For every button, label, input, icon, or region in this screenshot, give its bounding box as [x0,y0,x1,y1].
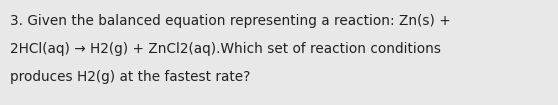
Text: 2HCl(aq) → H2(g) + ZnCl2(aq).Which set of reaction conditions: 2HCl(aq) → H2(g) + ZnCl2(aq).Which set o… [10,42,441,56]
Text: 3. Given the balanced equation representing a reaction: Zn(s) +: 3. Given the balanced equation represent… [10,14,451,28]
Text: produces H2(g) at the fastest rate?: produces H2(g) at the fastest rate? [10,70,251,84]
